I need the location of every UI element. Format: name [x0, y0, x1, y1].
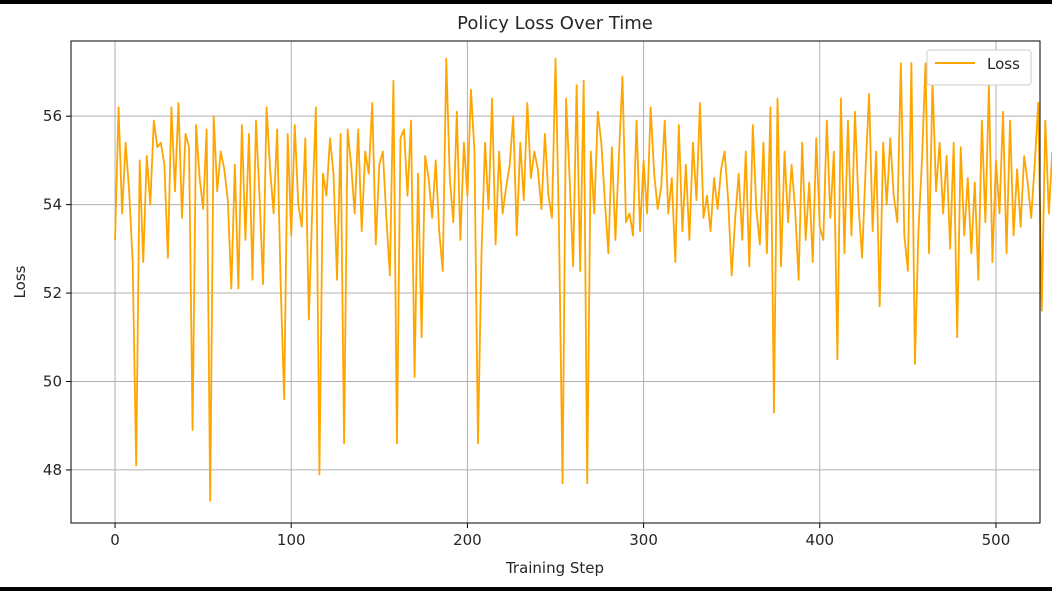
chart-canvas: Policy Loss Over Time 0 100 200 300 400 500 4…: [0, 4, 1052, 587]
y-tick-label: 54: [43, 196, 62, 214]
x-tick-label: 300: [629, 531, 658, 549]
x-tick-label: 200: [453, 531, 482, 549]
y-tick-label: 48: [43, 461, 62, 479]
y-axis-ticks: 48 50 52 54 56: [43, 107, 71, 479]
x-tick-label: 400: [805, 531, 834, 549]
grid-lines: [71, 41, 1040, 523]
legend: Loss: [926, 49, 1032, 86]
y-axis-label: Loss: [11, 265, 29, 298]
x-axis-ticks: 0 100 200 300 400 500: [110, 523, 1010, 549]
y-tick-label: 56: [43, 107, 62, 125]
y-tick-label: 52: [43, 284, 62, 302]
x-tick-label: 100: [277, 531, 306, 549]
y-tick-label: 50: [43, 372, 62, 390]
legend-label-loss: Loss: [987, 55, 1020, 73]
x-tick-label: 0: [110, 531, 120, 549]
line-chart: Policy Loss Over Time 0 100 200 300 400 500 4…: [11, 13, 1052, 577]
series-line-loss: [114, 57, 1052, 502]
plot-frame: [70, 40, 1041, 524]
x-tick-label: 500: [982, 531, 1011, 549]
chart-title: Policy Loss Over Time: [457, 13, 653, 34]
x-axis-label: Training Step: [505, 559, 604, 577]
legend-box: [926, 49, 1032, 86]
